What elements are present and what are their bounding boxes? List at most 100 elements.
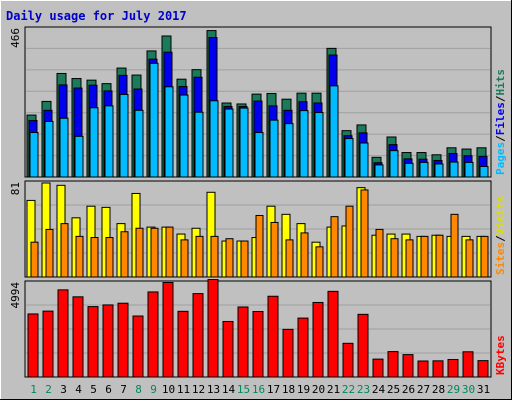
legend-entry-pages: Pages [494,142,507,175]
x-tick-label: 2 [45,383,52,396]
bar-sites [405,239,414,278]
day-2-visits-sites [41,182,54,278]
day-17-hits-files-pages [266,92,279,178]
x-tick-label: 10 [162,383,175,396]
bar-sites [90,237,99,278]
x-tick-label: 8 [135,383,142,396]
day-4-kbytes [72,296,84,378]
bar-pages [29,132,39,178]
bar-sites [135,227,144,278]
legend-entry-visits: Visits [494,196,507,236]
bar-sites [255,214,264,278]
bar-kbytes [252,310,264,378]
bar-pages [149,62,159,178]
bar-pages [194,111,204,178]
day-18-kbytes [282,328,294,378]
bar-kbytes [477,360,489,378]
legend-kbytes: KBytes [494,335,507,375]
bar-sites [195,235,204,278]
bar-pages [404,162,414,178]
day-27-hits-files-pages [416,152,429,178]
day-15-visits-sites [236,240,249,278]
day-10-kbytes [162,282,174,378]
x-tick-label: 27 [417,383,430,396]
bar-kbytes [222,320,234,378]
day-31-kbytes [477,360,489,378]
bar-sites [165,226,174,278]
bar-kbytes [102,304,114,378]
day-6-hits-files-pages [101,83,114,178]
bar-kbytes [357,313,369,378]
bar-sites [465,239,474,278]
bar-kbytes [57,289,69,378]
bar-sites [360,189,369,278]
bar-kbytes [147,291,159,378]
day-31-hits-files-pages [476,147,489,178]
day-13-kbytes [207,278,219,378]
bar-pages [344,138,354,178]
bar-sites [240,240,249,278]
day-22-kbytes [342,342,354,378]
day-28-visits-sites [431,234,444,278]
x-tick-label: 25 [387,383,400,396]
bar-sites [375,228,384,278]
bar-sites [60,223,69,278]
legend-separator: / [494,135,507,142]
bar-sites [45,228,54,278]
x-tick-label: 1 [30,383,37,396]
bar-kbytes [132,315,144,378]
x-tick-label: 3 [60,383,67,396]
day-30-hits-files-pages [461,148,474,178]
bar-kbytes [87,306,99,378]
day-10-visits-sites [161,226,174,278]
day-24-hits-files-pages [371,156,384,178]
bar-sites [120,231,129,278]
day-29-visits-sites [446,213,459,278]
bar-sites [315,246,324,278]
x-tick-label: 4 [75,383,82,396]
x-tick-label: 18 [282,383,295,396]
day-23-visits-sites [356,187,369,278]
bar-pages [464,161,474,178]
bar-pages [134,109,144,178]
bar-kbytes [267,295,279,378]
day-12-hits-files-pages [191,69,204,178]
bar-kbytes [237,306,249,378]
day-24-visits-sites [371,228,384,278]
bar-sites [480,235,489,278]
bar-pages [329,85,339,178]
day-1-visits-sites [26,199,39,278]
bar-pages [89,107,99,178]
bar-kbytes [162,282,174,378]
day-30-visits-sites [461,235,474,278]
x-tick-label: 7 [120,383,127,396]
day-5-visits-sites [86,205,99,278]
day-2-kbytes [42,310,54,378]
day-4-visits-sites [71,217,84,278]
bar-sites [225,238,234,278]
bar-kbytes [462,351,474,378]
day-18-visits-sites [281,213,294,278]
day-12-visits-sites [191,227,204,278]
day-26-hits-files-pages [401,152,414,178]
bar-pages [104,105,114,178]
day-26-visits-sites [401,233,414,278]
x-tick-label: 15 [237,383,250,396]
day-28-kbytes [432,360,444,378]
day-3-visits-sites [56,184,69,278]
x-tick-label: 6 [105,383,112,396]
day-21-visits-sites [326,216,339,278]
bar-pages [44,120,54,178]
day-23-kbytes [357,313,369,378]
x-tick-label: 20 [312,383,325,396]
bar-kbytes [297,317,309,378]
bar-kbytes [117,302,129,378]
day-19-visits-sites [296,223,309,278]
bar-pages [179,94,189,178]
bar-sites [420,235,429,278]
day-29-hits-files-pages [446,147,459,178]
day-19-hits-files-pages [296,92,309,178]
bar-kbytes [342,342,354,378]
